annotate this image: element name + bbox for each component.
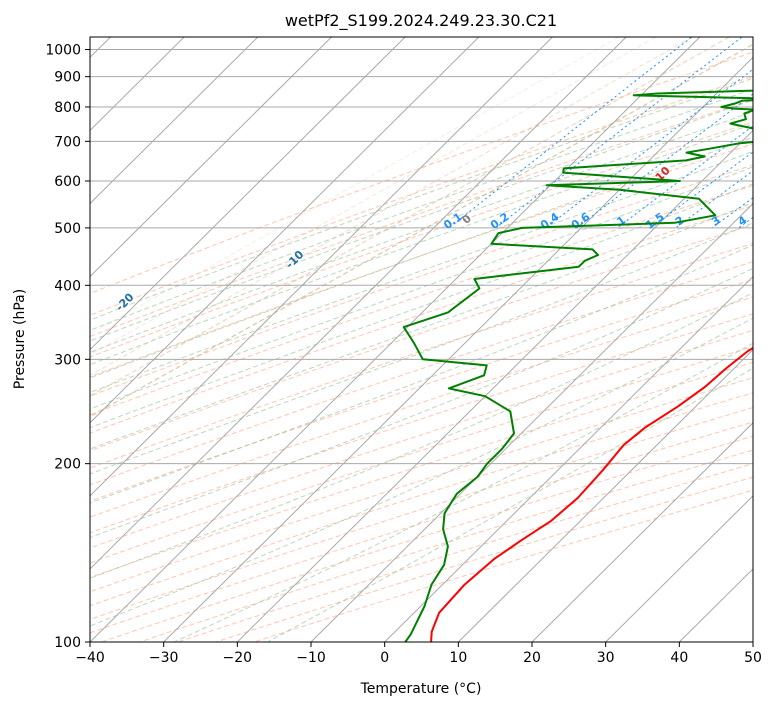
x-tick-label: −30	[149, 650, 179, 666]
x-axis-title: Temperature (°C)	[360, 681, 482, 697]
y-tick-label: 700	[54, 134, 81, 150]
x-tick-label: 30	[597, 650, 615, 666]
dry-adiabat-label: -10	[283, 248, 306, 271]
x-tick-label: 0	[380, 650, 389, 666]
dry-adiabat-line	[90, 361, 753, 579]
dry-adiabat-line	[90, 204, 753, 434]
y-tick-label: 900	[54, 70, 81, 86]
moist-adiabat-line	[90, 166, 753, 410]
isotherm-line	[236, 129, 753, 642]
moist-adiabat-line	[267, 367, 753, 642]
background-curve-line	[90, 37, 693, 376]
background-curve-line	[90, 37, 620, 335]
isotherm-line	[90, 37, 185, 132]
mixing-ratio-label: 0.1	[441, 210, 464, 232]
mixing-ratio-label: 0.4	[538, 210, 562, 232]
isotherm-line	[752, 641, 753, 642]
background-curve-line	[90, 37, 656, 356]
y-tick-label: 600	[54, 174, 81, 190]
dry-adiabat-line	[90, 75, 753, 316]
mixing-ratio-line	[495, 37, 743, 229]
mixing-ratio-line	[576, 93, 753, 229]
x-tick-label: 10	[449, 650, 467, 666]
dry-adiabat-line	[90, 329, 753, 549]
moist-adiabat-line	[90, 136, 753, 379]
isotherm-line	[678, 568, 753, 642]
isotherm-line	[90, 37, 333, 278]
isotherm-line	[90, 37, 554, 497]
isotherm-line	[163, 56, 753, 642]
isotherm-line	[310, 202, 753, 642]
y-axis-title: Pressure (hPa)	[12, 289, 28, 389]
dry-adiabat-line	[90, 346, 753, 564]
isotherm-line	[90, 37, 259, 205]
x-tick-label: −10	[296, 650, 326, 666]
moist-adiabat-line	[90, 99, 753, 342]
dry-adiabat-line	[90, 242, 753, 469]
moist-adiabat-line	[90, 317, 753, 627]
mixing-ratio-label: 1.5	[643, 210, 666, 232]
dry-adiabat-line	[90, 184, 753, 416]
isotherm-line	[90, 37, 627, 570]
dry-adiabat-line	[90, 224, 753, 452]
moist-adiabat-line	[90, 244, 753, 504]
background-curve-line	[90, 37, 730, 397]
dry-adiabat-line	[214, 476, 753, 642]
dewpoint-profile-line	[402, 89, 753, 642]
x-tick-label: 20	[523, 650, 541, 666]
isotherm-line	[384, 275, 753, 642]
isotherm-line	[90, 37, 701, 642]
moist-adiabat-line	[90, 123, 753, 366]
isotherm-line	[531, 422, 753, 642]
y-tick-label: 200	[54, 457, 81, 473]
grid-lines	[90, 37, 753, 642]
y-tick-label: 400	[54, 278, 81, 294]
y-tick-label: 300	[54, 352, 81, 368]
dry-adiabat-line	[90, 313, 753, 534]
mixing-ratio-line	[650, 151, 753, 229]
x-tick-label: 40	[670, 650, 688, 666]
sounding-profiles	[402, 89, 753, 642]
moist-adiabat-line	[90, 292, 753, 579]
x-tick-label: 50	[744, 650, 762, 666]
chart-title: wetPf2_S199.2024.249.23.30.C21	[285, 11, 557, 31]
mixing-ratio-label: 0.2	[488, 210, 511, 232]
temperature-profile-line	[430, 346, 753, 642]
dry-adiabat-line	[90, 121, 753, 358]
x-tick-label: −40	[75, 650, 105, 666]
y-tick-label: 800	[54, 100, 81, 116]
mixing-ratio-label: 0.6	[569, 210, 593, 232]
isotherm-line	[457, 348, 753, 642]
dry-adiabat-line	[90, 261, 753, 486]
isotherm-line	[90, 37, 480, 424]
x-axis-ticks: −40 −30 −20 −10 0 10 20 30 40 50	[75, 642, 762, 666]
y-tick-label: 100	[54, 635, 81, 651]
dry-adiabat-line	[90, 164, 753, 397]
isotherm-line	[605, 495, 753, 642]
background-curve-line	[90, 43, 753, 418]
y-axis-ticks: 1000 900 800 700 600 500 400 300 200 100	[45, 43, 90, 651]
y-tick-label: 500	[54, 221, 81, 237]
dry-adiabat-line	[138, 449, 753, 642]
background-reference-lines	[90, 37, 753, 642]
isotherm-line	[90, 37, 406, 351]
moist-adiabat-line	[90, 201, 753, 450]
dry-adiabat-line	[90, 296, 753, 518]
moist-adiabat-line	[173, 342, 753, 642]
dry-adiabat-label: -20	[113, 290, 136, 313]
y-tick-label: 1000	[45, 43, 81, 59]
mixing-ratio-label: 1	[614, 214, 628, 229]
mixing-ratio-line	[448, 37, 693, 229]
moist-adiabat-line	[90, 111, 753, 353]
dry-adiabat-line	[90, 279, 753, 502]
mixing-ratio-line	[545, 68, 753, 229]
plot-frame	[89, 36, 754, 643]
x-tick-label: −20	[223, 650, 253, 666]
